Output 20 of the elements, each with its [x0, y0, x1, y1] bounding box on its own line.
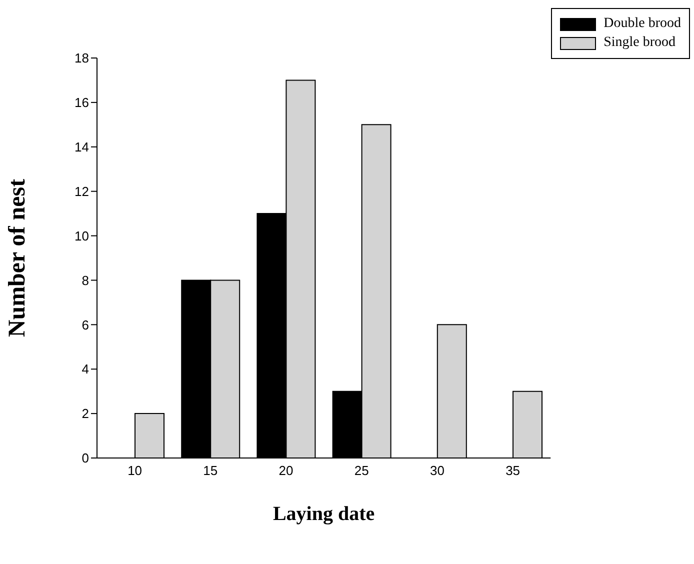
y-tick-label: 8 — [82, 272, 89, 288]
x-tick-label: 35 — [506, 463, 520, 478]
x-axis-title: Laying date — [272, 503, 375, 525]
y-axis-title: Number of nest — [4, 178, 31, 338]
y-tick-label: 6 — [82, 317, 89, 332]
x-tick-label: 15 — [203, 463, 218, 478]
y-tick-label: 0 — [82, 450, 89, 466]
x-tick-label: 20 — [278, 463, 294, 478]
y-tick-label: 12 — [74, 184, 89, 199]
y-tick-label: 14 — [74, 140, 89, 155]
x-tick-label: 30 — [430, 463, 444, 478]
legend-label: Double brood — [604, 16, 681, 32]
y-tick-label: 18 — [74, 50, 89, 66]
y-tick-label: 2 — [82, 406, 89, 422]
x-tick-label: 25 — [354, 463, 369, 478]
x-tick-label: 10 — [128, 463, 142, 478]
y-tick-label: 10 — [74, 228, 89, 244]
y-tick-label: 4 — [82, 362, 89, 377]
y-tick-label: 16 — [74, 95, 89, 110]
legend-label: Single brood — [604, 35, 676, 51]
